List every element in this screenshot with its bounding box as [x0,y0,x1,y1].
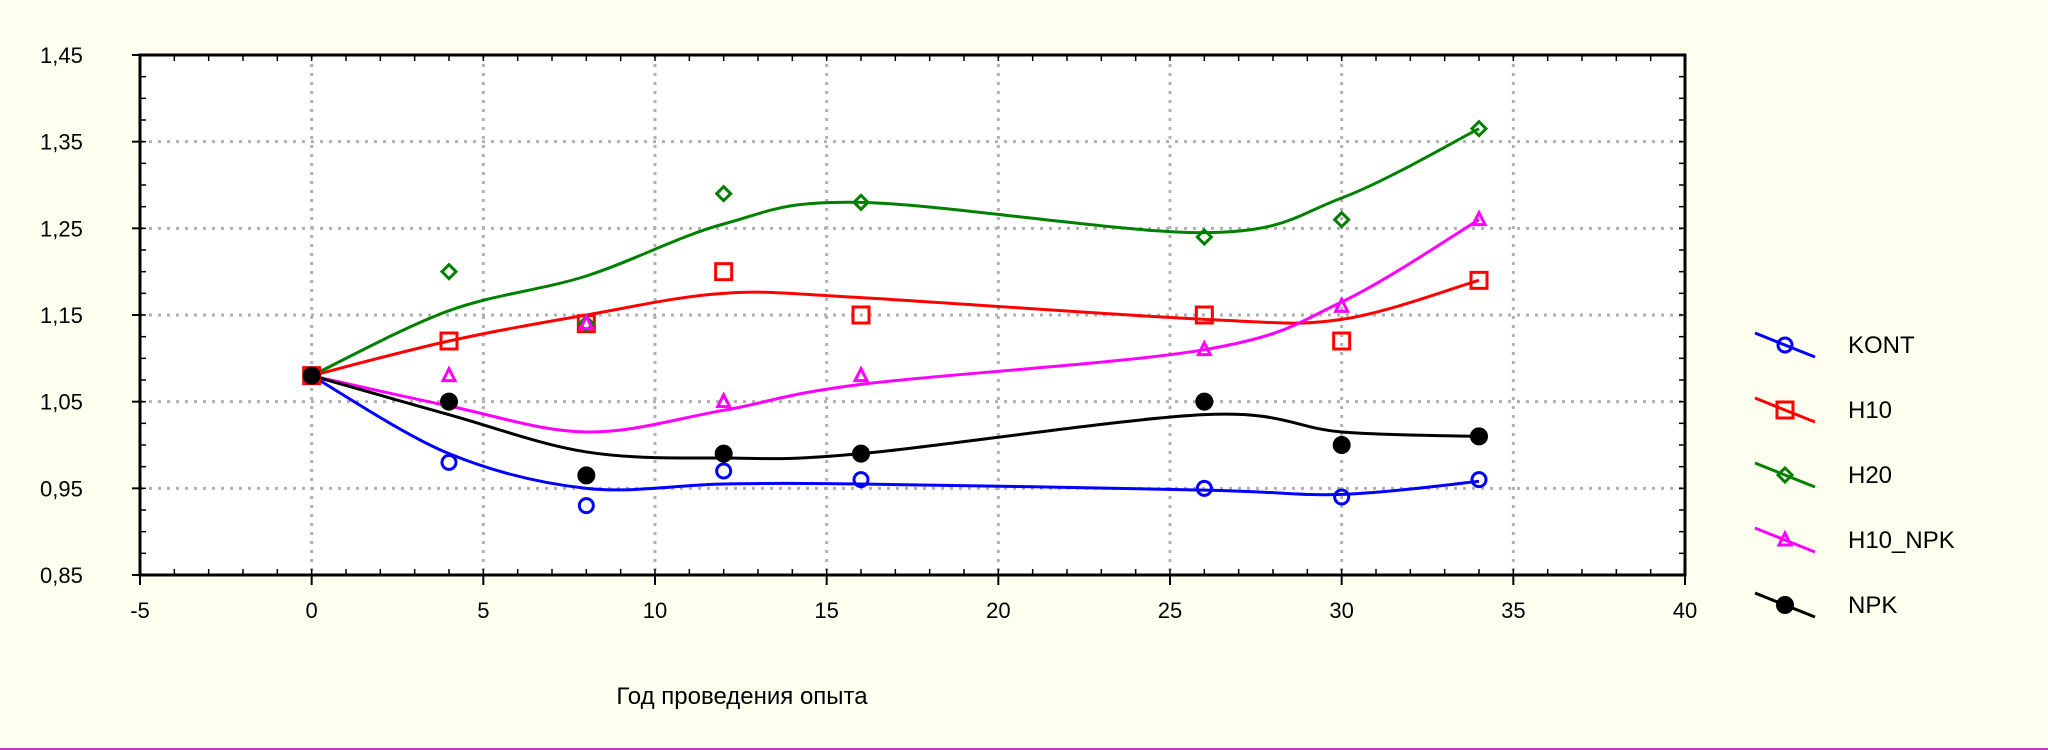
y-tick-label: 1,15 [40,303,83,328]
data-point-h10_npk [715,391,733,409]
x-tick-label: 25 [1158,598,1182,623]
series-line-h10 [311,278,1480,378]
legend-label-h10_npk: H10_NPK [1848,527,1955,554]
x-tick-label: 30 [1329,598,1353,623]
data-point-h10 [439,331,459,351]
data-point-h10 [1332,331,1352,351]
legend-label-kont: KONT [1848,332,1915,359]
x-tick-label: 40 [1673,598,1697,623]
legend-marker-npk [1776,596,1794,614]
y-tick-label: 0,85 [40,563,83,588]
data-point-h20 [714,184,733,203]
series-line-h20 [311,127,1480,378]
legend-line-h20 [1754,461,1816,489]
series-markers [302,119,1489,515]
data-point-npk [714,444,733,463]
legend-label-h10: H10 [1848,397,1892,424]
data-point-npk [577,466,596,485]
series-line-kont [310,374,1480,497]
data-point-h10_npk [1470,209,1488,227]
data-point-h20 [439,262,459,281]
data-point-h10 [714,262,734,282]
x-tick-label: 15 [814,598,838,623]
data-point-kont [440,453,458,471]
data-point-npk [852,444,870,463]
data-point-kont [852,471,870,489]
data-point-h10 [1194,305,1214,325]
x-axis-label: Год проведения опыта [616,683,868,710]
data-point-npk [440,392,458,411]
legend-line-h10_npk [1754,526,1816,554]
legend-label-npk: NPK [1848,592,1897,619]
x-tick-label: 10 [643,598,667,623]
data-point-h10_npk [852,365,870,383]
x-axis: -5 0 5 10 15 20 25 30 35 40 [130,55,1697,623]
x-tick-label: 35 [1501,598,1525,623]
data-point-h20 [1469,119,1489,138]
series-line-npk [311,374,1480,461]
legend-line-h10 [1754,396,1816,424]
data-point-npk [1195,392,1214,411]
data-point-h10_npk [577,313,595,331]
y-tick-label: 1,25 [40,216,83,241]
data-point-npk [1332,436,1351,454]
series-line-h10_npk [311,218,1480,434]
data-point-h20 [1195,227,1214,247]
bottom-border [0,748,2048,750]
y-tick-label: 1,45 [40,43,83,68]
data-point-h10 [1469,270,1489,290]
x-tick-label: 20 [986,598,1010,623]
legend-marker-kont [1776,336,1794,354]
x-tick-label: -5 [130,598,150,623]
data-point-h10_npk [440,365,458,383]
data-point-npk [1470,427,1488,446]
x-tick-label: 5 [477,598,489,623]
data-point-h20 [851,193,871,212]
data-point-npk [302,366,321,385]
legend: KONT H10 H20 H10_NPK NPK [1754,331,1955,619]
legend-label-h20: H20 [1848,462,1892,489]
legend-line-kont [1754,331,1816,359]
plot-background [140,55,1685,575]
y-tick-label: 0,95 [40,476,83,501]
data-point-kont [715,462,733,480]
x-tick-label: 0 [306,598,318,623]
series-curves [310,127,1480,497]
y-tick-label: 1,05 [40,390,83,415]
legend-marker-h20 [1775,465,1795,485]
legend-marker-h10 [1775,400,1795,420]
y-axis: 0,85 0,95 1,05 1,15 1,25 1,35 1,45 [40,43,1685,588]
data-point-kont [1195,479,1213,497]
data-point-h10_npk [1195,339,1213,357]
data-point-h20 [1332,210,1351,229]
legend-marker-h10_npk [1776,529,1794,547]
data-point-h20 [577,314,596,333]
data-point-h10 [851,305,871,325]
data-point-kont [1470,471,1488,489]
y-tick-label: 1,35 [40,130,83,155]
data-point-kont [1333,488,1351,506]
data-point-h10_npk [1333,295,1351,313]
data-point-kont [577,497,595,515]
